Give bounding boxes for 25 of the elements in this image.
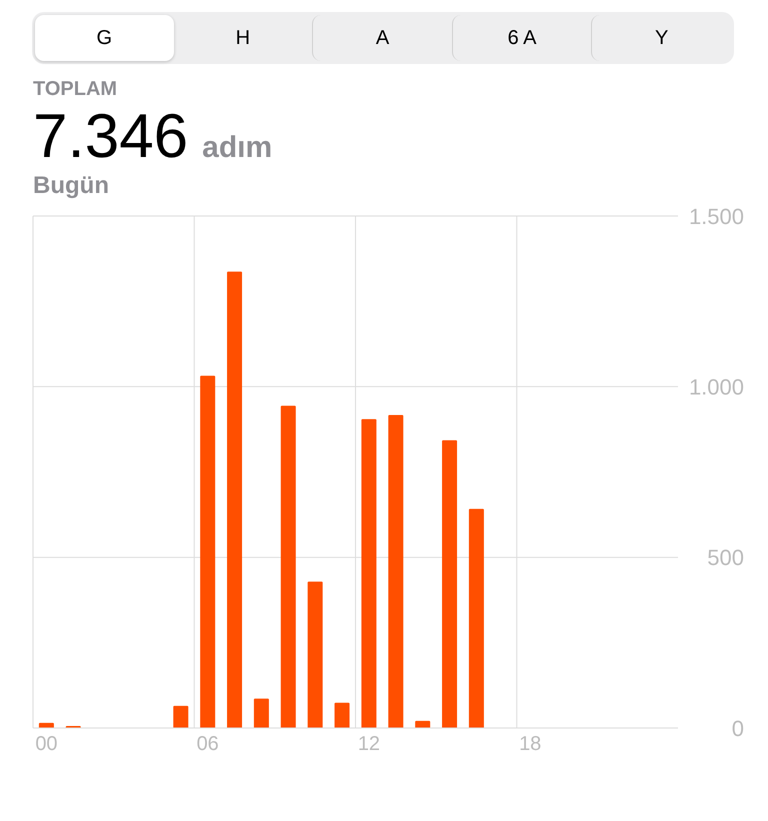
y-tick-label: 500 <box>707 545 744 570</box>
text: adım <box>202 131 272 165</box>
bar <box>308 582 323 728</box>
x-tick-label: 00 <box>35 733 58 756</box>
bar <box>442 440 458 728</box>
chart-title: 7.346 <box>33 101 188 172</box>
bar <box>388 414 404 728</box>
x-tick-label: 12 <box>358 733 380 756</box>
bar <box>173 706 188 728</box>
bar <box>254 698 269 728</box>
segmented-control: G H A 6 A Y <box>32 12 734 64</box>
bar <box>227 272 242 728</box>
chart-subtitle: Bugün <box>33 172 110 200</box>
text: TOPLAM <box>33 78 118 101</box>
y-tick-label: 0 <box>732 716 744 741</box>
x-tick-label: 18 <box>519 733 542 756</box>
bar <box>468 508 484 728</box>
bar <box>334 702 350 728</box>
bar <box>361 419 376 728</box>
bar <box>200 376 216 728</box>
x-tick-label: 06 <box>196 733 219 756</box>
bar <box>280 406 296 728</box>
y-tick-label: 1.000 <box>688 374 744 400</box>
bar <box>415 720 430 728</box>
y-tick-label: 1.500 <box>688 204 744 229</box>
